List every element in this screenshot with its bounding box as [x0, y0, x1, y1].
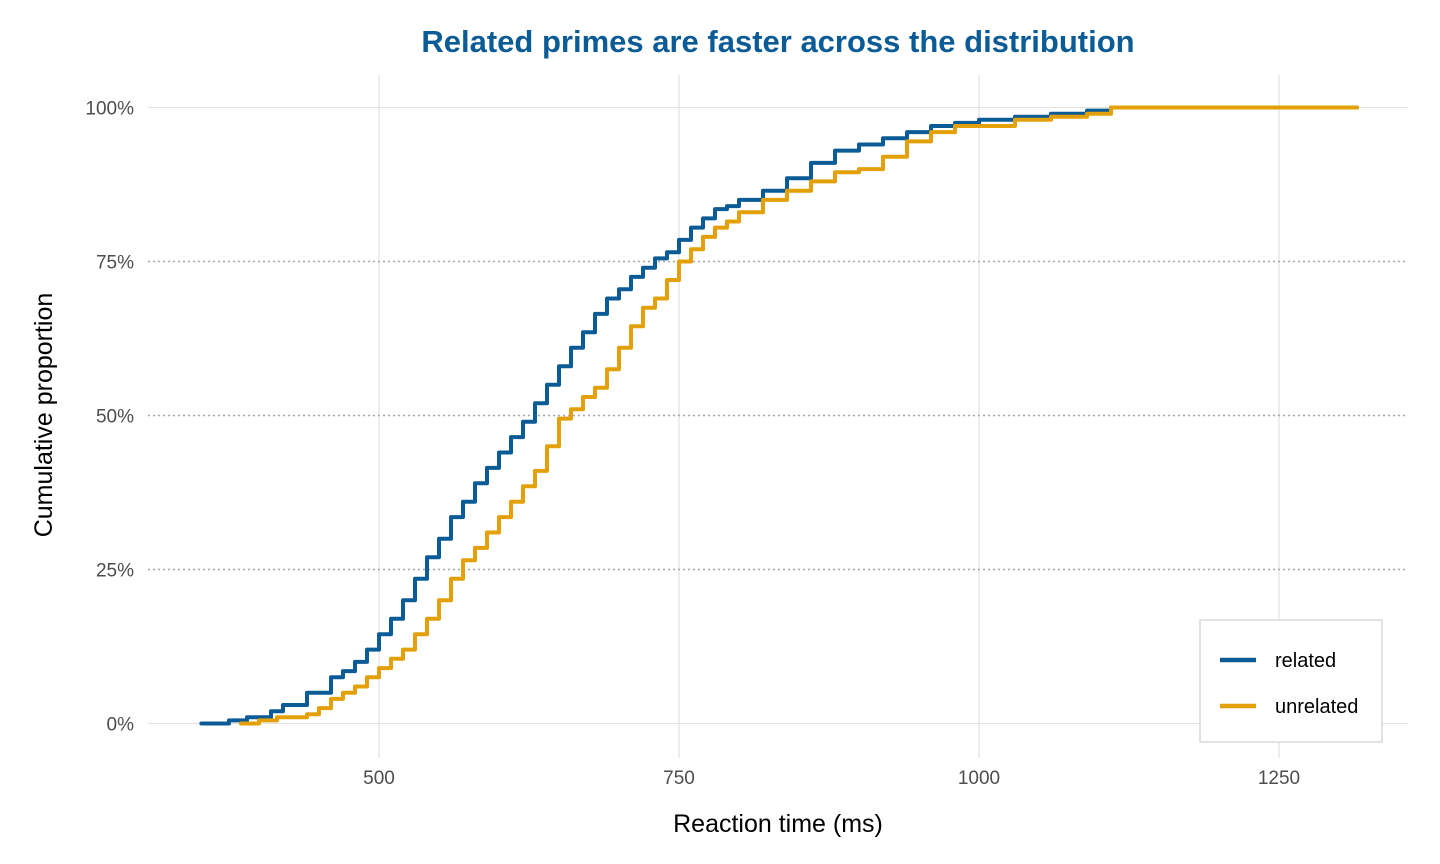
- series-lines: [199, 105, 1359, 726]
- y-tick-label: 50%: [96, 407, 134, 428]
- x-axis-title: Reaction time (ms): [673, 810, 883, 838]
- legend-label-related: related: [1275, 650, 1336, 672]
- x-tick-label: 1250: [1258, 768, 1300, 789]
- y-axis-tick-labels: 0% 25% 50% 75% 100%: [85, 99, 134, 736]
- x-axis-tick-labels: 500 750 1000 1250: [363, 768, 1300, 789]
- legend-label-unrelated: unrelated: [1275, 696, 1358, 718]
- y-tick-label: 75%: [96, 253, 134, 274]
- y-tick-label: 100%: [85, 99, 134, 120]
- legend-box: [1199, 619, 1383, 743]
- y-tick-label: 0%: [107, 715, 135, 736]
- chart-title: Related primes are faster across the dis…: [421, 24, 1134, 59]
- legend: related unrelated: [1199, 619, 1383, 743]
- y-tick-label: 25%: [96, 561, 134, 582]
- series-line-related: [199, 105, 1359, 726]
- x-tick-label: 1000: [958, 768, 1000, 789]
- x-tick-label: 750: [663, 768, 695, 789]
- y-axis-title: Cumulative proportion: [30, 293, 58, 538]
- x-tick-label: 500: [363, 768, 395, 789]
- series-line-unrelated: [239, 105, 1359, 726]
